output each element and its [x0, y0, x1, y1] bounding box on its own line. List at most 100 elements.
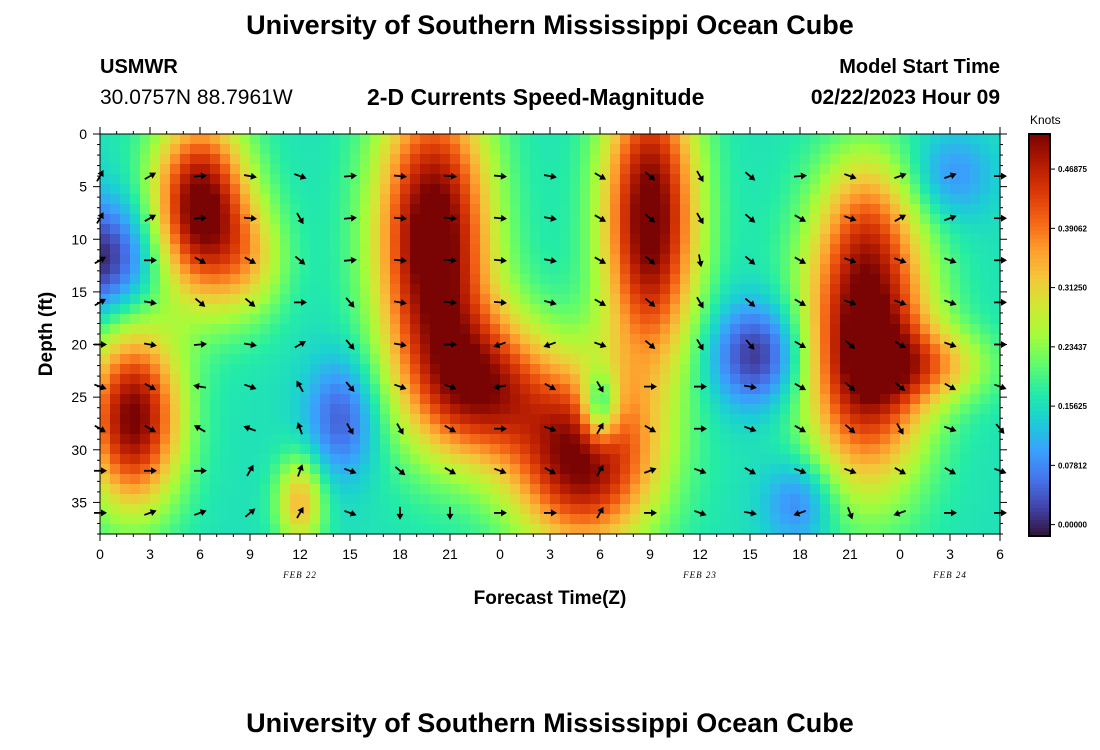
heatmap-cell	[420, 384, 431, 395]
heatmap-cell	[830, 244, 841, 255]
heatmap-cell	[930, 414, 941, 425]
heatmap-cell	[790, 264, 801, 275]
colorbar-label: Knots	[1030, 113, 1061, 127]
heatmap-cell	[530, 384, 541, 395]
heatmap-cell	[290, 504, 301, 515]
heatmap-cell	[750, 164, 761, 175]
heatmap-cell	[470, 444, 481, 455]
heatmap-cell	[260, 164, 271, 175]
heatmap-cell	[610, 254, 621, 265]
heatmap-cell	[320, 144, 331, 155]
heatmap-cell	[130, 184, 141, 195]
heatmap-cell	[260, 294, 271, 305]
heatmap-cell	[500, 234, 511, 245]
heatmap-cell	[180, 464, 191, 475]
heatmap-cell	[330, 194, 341, 205]
heatmap-cell	[820, 304, 831, 315]
heatmap-cell	[370, 294, 381, 305]
colorbar-swatch	[1029, 226, 1050, 232]
heatmap-cell	[130, 344, 141, 355]
colorbar-swatch	[1029, 419, 1050, 425]
heatmap-cell	[370, 414, 381, 425]
heatmap-cell	[370, 264, 381, 275]
heatmap-cell	[460, 364, 471, 375]
heatmap-cell	[220, 314, 231, 325]
heatmap-cell	[740, 244, 751, 255]
heatmap-cell	[130, 254, 141, 265]
heatmap-cell	[960, 494, 971, 505]
heatmap-cell	[590, 414, 601, 425]
heatmap-cell	[560, 204, 571, 215]
heatmap-cell	[400, 464, 411, 475]
heatmap-cell	[520, 454, 531, 465]
heatmap-cell	[820, 154, 831, 165]
heatmap-cell	[340, 324, 351, 335]
current-vector-arrow	[744, 213, 756, 223]
heatmap-cell	[160, 404, 171, 415]
heatmap-cell	[100, 264, 111, 275]
heatmap-cell	[350, 514, 361, 525]
heatmap-cell	[540, 194, 551, 205]
heatmap-cell	[810, 324, 821, 335]
heatmap-cell	[960, 184, 971, 195]
heatmap-cell	[910, 144, 921, 155]
heatmap-cell	[780, 444, 791, 455]
heatmap-cell	[780, 254, 791, 265]
heatmap-cell	[220, 354, 231, 365]
heatmap-cell	[980, 484, 991, 495]
heatmap-cell	[320, 314, 331, 325]
x-tick-label: 21	[842, 546, 858, 562]
heatmap-cell	[300, 494, 311, 505]
heatmap-cell	[600, 244, 611, 255]
heatmap-cell	[170, 464, 181, 475]
heatmap-cell	[200, 294, 211, 305]
heatmap-cell	[390, 324, 401, 335]
heatmap-cell	[940, 354, 951, 365]
colorbar-swatch	[1029, 138, 1050, 143]
heatmap-cell	[350, 194, 361, 205]
heatmap-cell	[280, 434, 291, 445]
heatmap-cell	[400, 414, 411, 425]
heatmap-cell	[390, 314, 401, 325]
heatmap-cell	[890, 484, 901, 495]
heatmap-cell	[770, 314, 781, 325]
heatmap-cell	[530, 434, 541, 445]
heatmap-cell	[300, 404, 311, 415]
heatmap-cell	[730, 354, 741, 365]
heatmap-cell	[760, 174, 771, 185]
heatmap-cell	[450, 234, 461, 245]
heatmap-cell	[950, 444, 961, 455]
heatmap-cell	[510, 224, 521, 235]
heatmap-cell	[570, 374, 581, 385]
heatmap-cell	[450, 304, 461, 315]
heatmap-cell	[130, 244, 141, 255]
heatmap-cell	[890, 474, 901, 485]
heatmap-cell	[900, 254, 911, 265]
current-vector-arrow	[394, 466, 406, 476]
heatmap-cell	[150, 274, 161, 285]
heatmap-cell	[360, 284, 371, 295]
heatmap-cell	[110, 334, 121, 345]
colorbar-swatch	[1029, 407, 1050, 412]
heatmap-cell	[360, 444, 371, 455]
heatmap-cell	[350, 294, 361, 305]
current-vector-arrow	[344, 467, 357, 475]
heatmap-cell	[610, 474, 621, 485]
heatmap-cell	[230, 274, 241, 285]
heatmap-cell	[280, 394, 291, 405]
current-vector-arrow	[644, 339, 656, 349]
heatmap-cell	[430, 264, 441, 275]
heatmap-cell	[500, 374, 511, 385]
heatmap-cell	[270, 134, 281, 145]
heatmap-cell	[660, 404, 671, 415]
heatmap-cell	[800, 504, 811, 515]
heatmap-cell	[810, 344, 821, 355]
heatmap-cell	[280, 144, 291, 155]
heatmap-cell	[580, 454, 591, 465]
heatmap-cell	[310, 284, 321, 295]
heatmap-cell	[900, 274, 911, 285]
heatmap-cell	[450, 354, 461, 365]
heatmap-cell	[340, 234, 351, 245]
heatmap-cell	[120, 134, 131, 145]
